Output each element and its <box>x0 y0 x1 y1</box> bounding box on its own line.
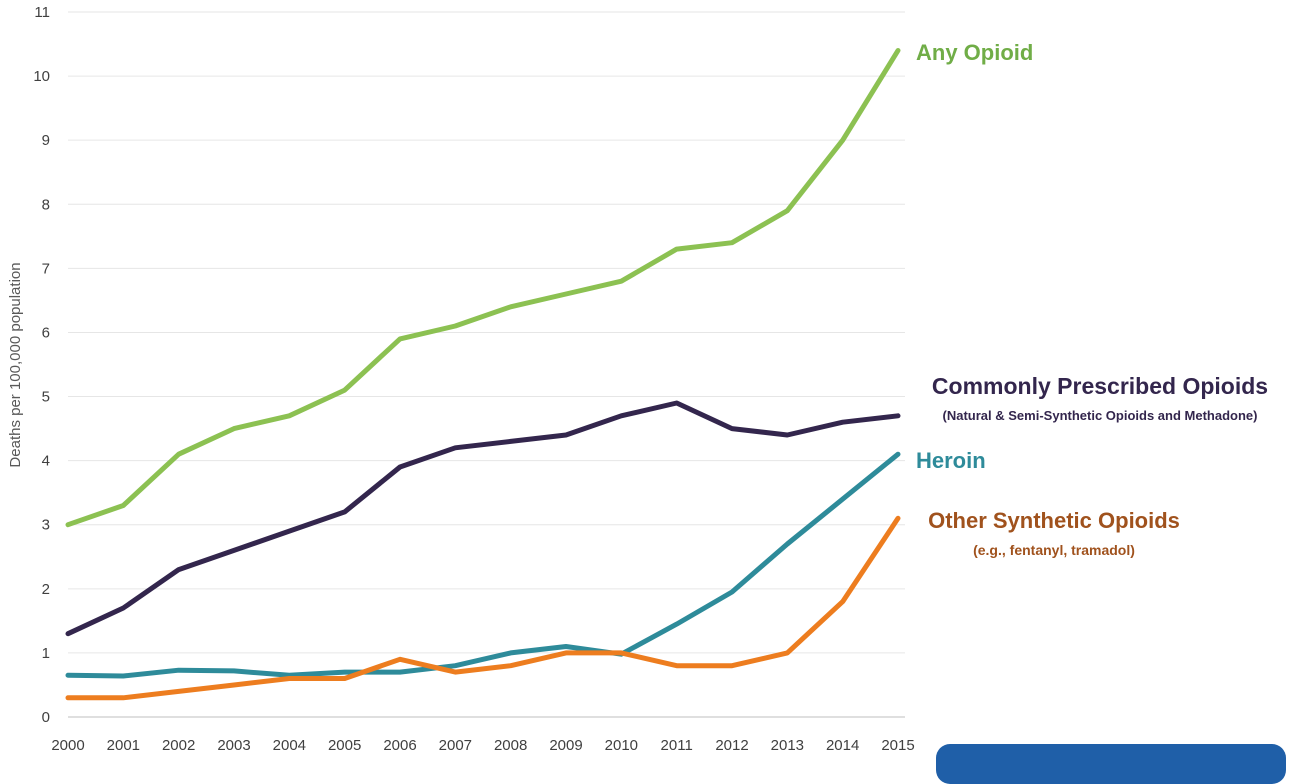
series-label: Other Synthetic Opioids <box>928 508 1180 533</box>
y-tick-label: 3 <box>42 517 50 534</box>
y-tick-label: 4 <box>42 453 50 470</box>
series-label: Any Opioid <box>916 40 1033 65</box>
chart: 0 1 2 3 4 5 6 7 8 9 10 11 2000 2001 2002 2003 2004 2005 2… <box>7 4 1286 784</box>
x-tick-label: 2012 <box>715 737 748 754</box>
x-tick-label: 2006 <box>383 737 416 754</box>
y-tick-label: 11 <box>34 4 50 21</box>
y-tick-label: 6 <box>42 324 50 341</box>
x-tick-label: 2001 <box>107 737 140 754</box>
corner-logo-badge <box>936 744 1286 784</box>
series-sublabel: (Natural & Semi-Synthetic Opioids and Me… <box>943 408 1258 423</box>
x-tick-label: 2014 <box>826 737 859 754</box>
series-label: Commonly Prescribed Opioids <box>932 373 1268 399</box>
x-axis-ticks: 2000 2001 2002 2003 2004 2005 2006 2007 2008 2009… <box>51 737 914 754</box>
series-line-any-opioid <box>65 48 901 528</box>
y-tick-label: 1 <box>42 645 50 662</box>
x-tick-label: 2002 <box>162 737 195 754</box>
series-lines <box>65 48 901 701</box>
x-tick-label: 2008 <box>494 737 527 754</box>
y-tick-label: 10 <box>33 68 50 85</box>
y-tick-label: 7 <box>42 260 50 277</box>
y-axis-ticks: 0 1 2 3 4 5 6 7 8 9 10 11 <box>33 4 50 726</box>
series-labels: Any Opioid Commonly Prescribed Opioids (Na… <box>916 40 1268 558</box>
x-tick-label: 2004 <box>273 737 306 754</box>
series-line-other-synthetic-opioids <box>65 515 901 701</box>
x-tick-label: 2013 <box>771 737 804 754</box>
y-tick-label: 8 <box>42 196 50 213</box>
x-tick-label: 2009 <box>549 737 582 754</box>
series-line-heroin <box>65 451 901 679</box>
x-tick-label: 2000 <box>51 737 84 754</box>
series-line-commonly-prescribed-opioids <box>65 400 901 637</box>
gridlines <box>68 11 905 718</box>
y-tick-label: 0 <box>42 709 50 726</box>
x-tick-label: 2005 <box>328 737 361 754</box>
x-tick-label: 2015 <box>881 737 914 754</box>
y-tick-label: 5 <box>42 389 50 406</box>
y-axis-title: Deaths per 100,000 population <box>7 262 24 467</box>
x-tick-label: 2011 <box>661 737 693 754</box>
y-tick-label: 2 <box>42 581 50 598</box>
x-tick-label: 2003 <box>217 737 250 754</box>
y-tick-label: 9 <box>42 132 50 149</box>
series-label: Heroin <box>916 448 986 473</box>
series-sublabel: (e.g., fentanyl, tramadol) <box>973 542 1135 558</box>
x-tick-label: 2007 <box>439 737 472 754</box>
x-tick-label: 2010 <box>605 737 638 754</box>
